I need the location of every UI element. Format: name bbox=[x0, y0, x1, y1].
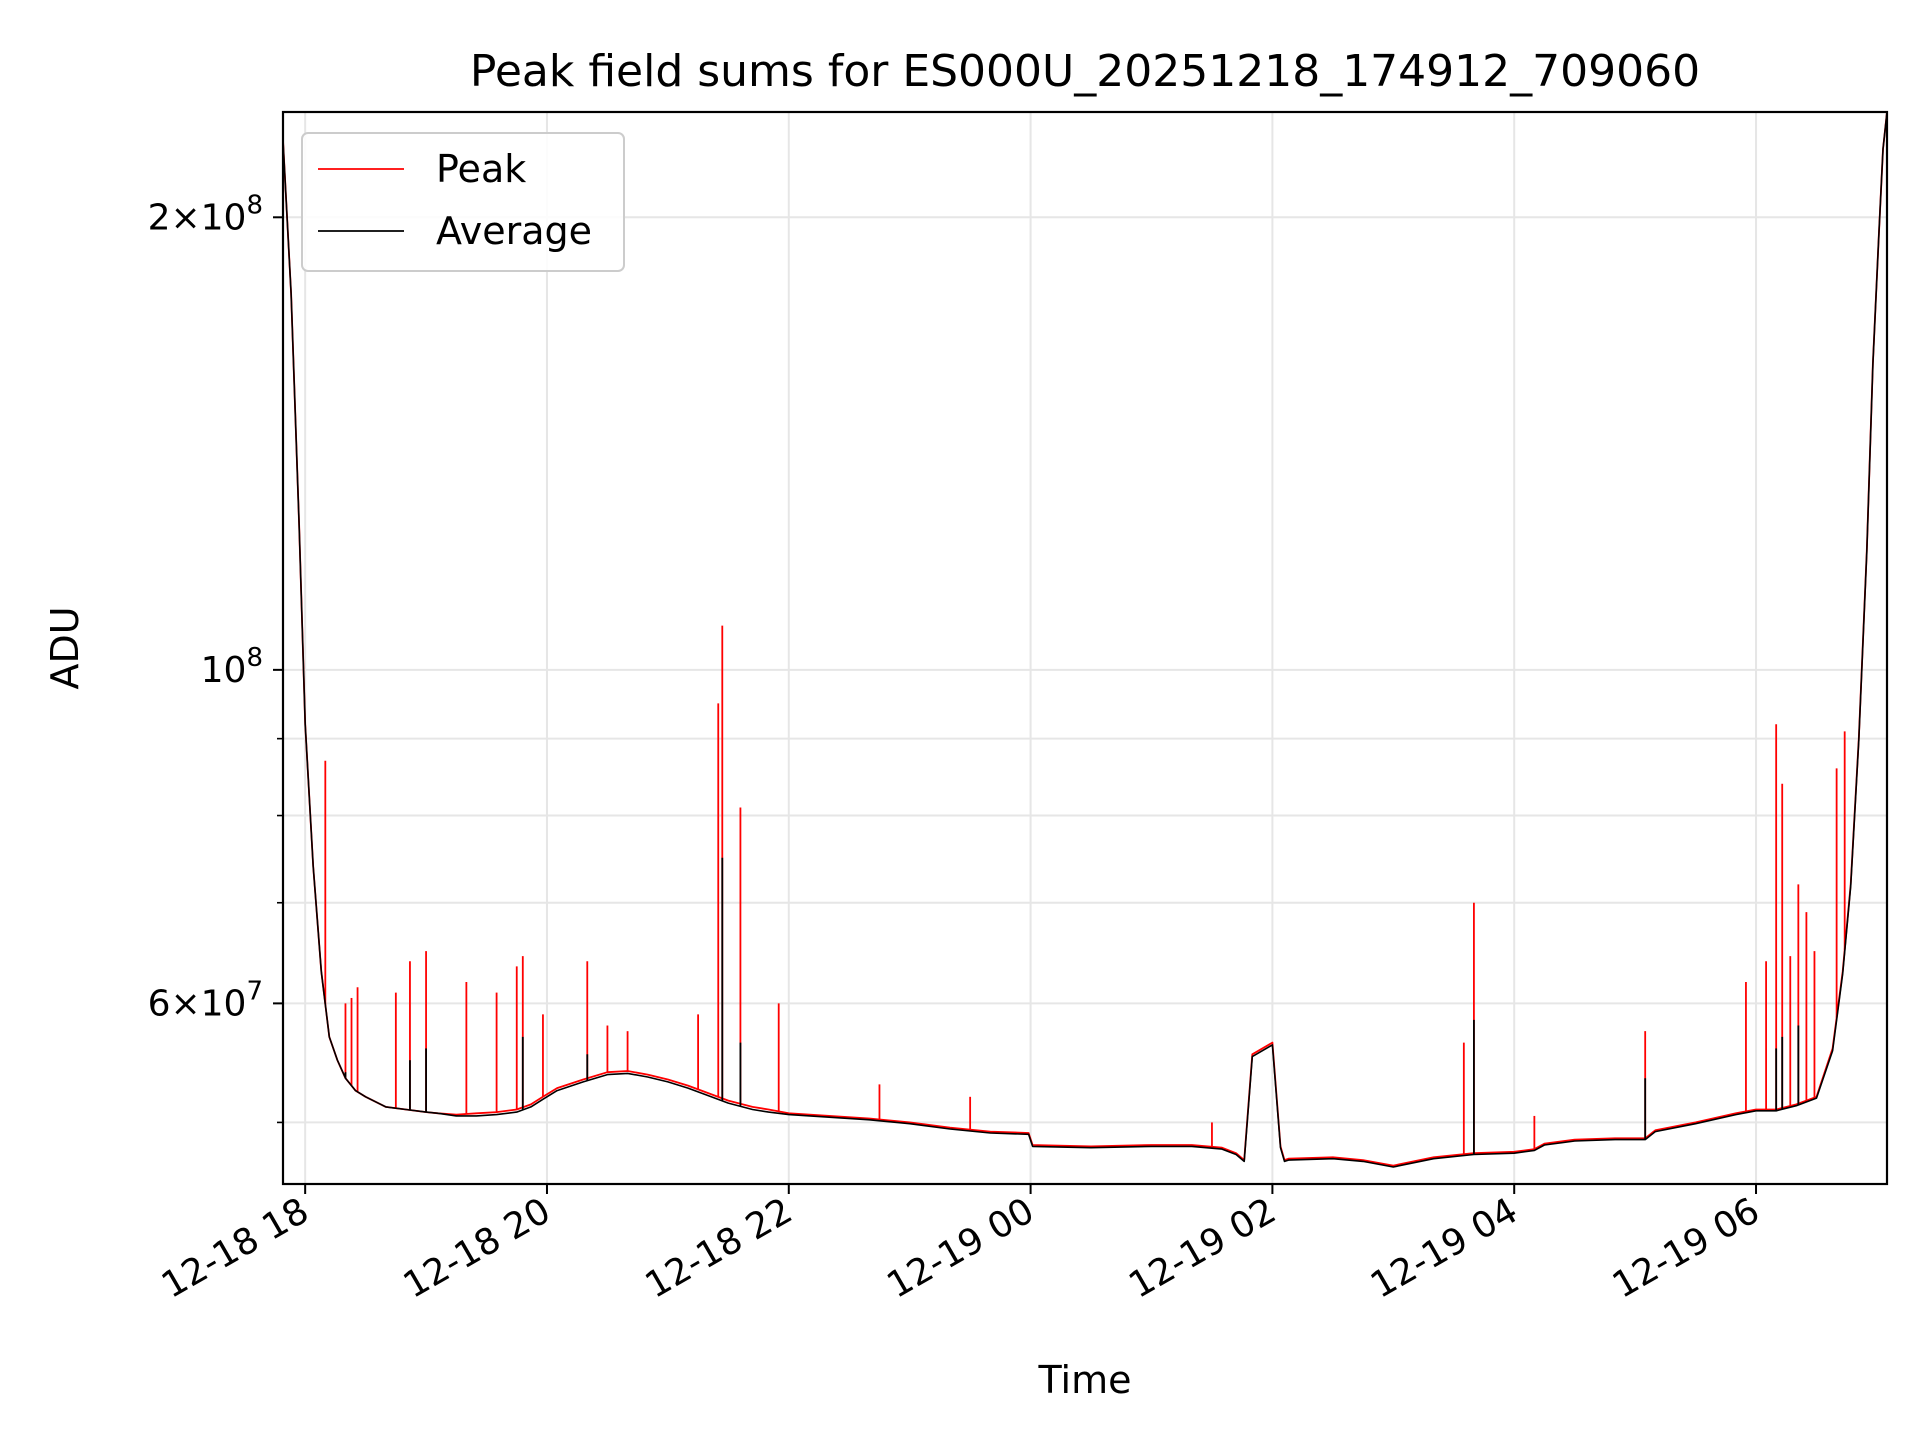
plot-area bbox=[283, 112, 1887, 1168]
y-tick-label-base: 2×10 bbox=[148, 197, 247, 238]
y-tick-label: 108 bbox=[201, 643, 263, 691]
y-tick-label: 2×108 bbox=[148, 190, 263, 238]
x-axis-label: Time bbox=[1038, 1358, 1132, 1402]
chart-title: Peak field sums for ES000U_20251218_1749… bbox=[470, 46, 1700, 97]
grid-lines bbox=[283, 112, 1887, 1184]
legend-label-peak: Peak bbox=[436, 147, 526, 191]
y-tick-label-exponent: 8 bbox=[246, 643, 263, 673]
y-tick-label-exponent: 7 bbox=[246, 976, 263, 1006]
series-lines bbox=[283, 112, 1887, 1168]
y-tick-label: 6×107 bbox=[148, 976, 263, 1024]
y-tick-label-base: 10 bbox=[201, 650, 247, 691]
y-tick-label-base: 6×10 bbox=[148, 983, 247, 1024]
series-line-average bbox=[283, 112, 1887, 1168]
y-tick-label-exponent: 8 bbox=[246, 190, 263, 220]
y-axis-label: ADU bbox=[43, 606, 87, 689]
plot-frame bbox=[281, 110, 1889, 1186]
legend: Peak Average bbox=[301, 132, 625, 272]
legend-box bbox=[301, 132, 625, 272]
legend-label-average: Average bbox=[436, 209, 592, 253]
